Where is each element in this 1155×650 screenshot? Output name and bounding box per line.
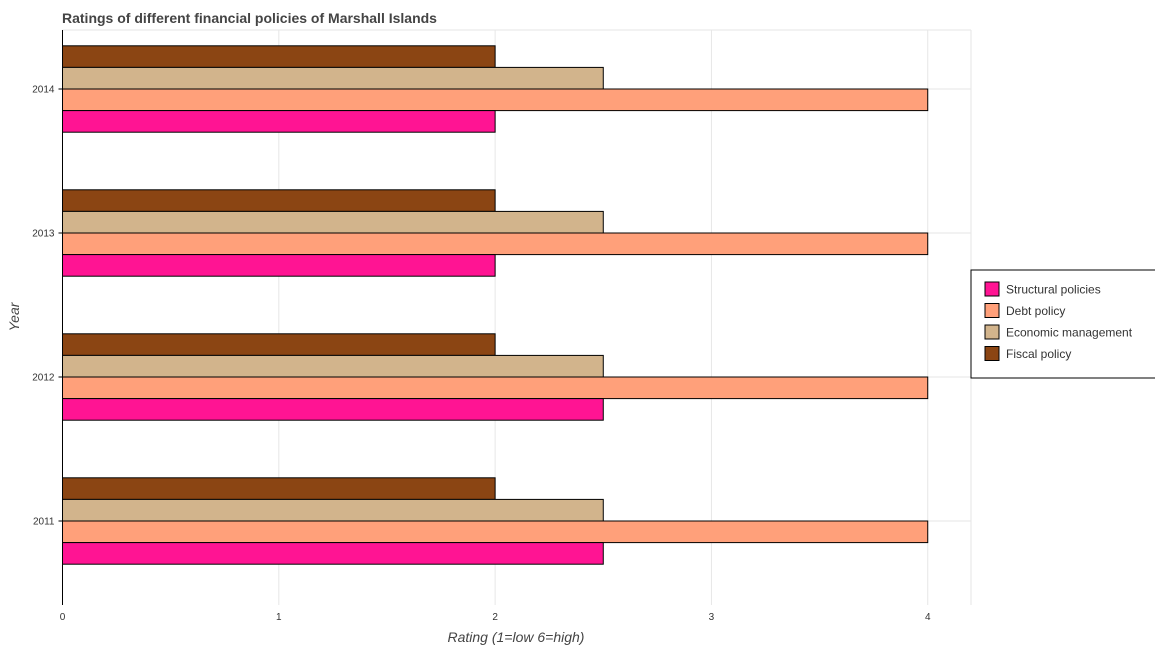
bar <box>62 398 604 421</box>
bar <box>62 520 929 544</box>
legend-label: Fiscal policy <box>1006 347 1071 361</box>
x-tick-label: 1 <box>276 612 282 623</box>
x-tick-label: 0 <box>60 612 66 623</box>
legend-swatch <box>984 281 1000 297</box>
bar <box>62 88 929 112</box>
chart-title: Ratings of different financial policies … <box>62 10 437 26</box>
bar <box>62 189 496 212</box>
bar <box>62 210 604 234</box>
y-tick-label: 2013 <box>32 229 55 240</box>
bar <box>62 477 496 500</box>
x-tick-label: 3 <box>709 612 715 623</box>
bar <box>62 333 496 356</box>
bar <box>62 232 929 256</box>
legend-swatch <box>984 324 1000 340</box>
bar <box>62 110 496 133</box>
bar <box>62 354 604 378</box>
bar <box>62 376 929 400</box>
bar <box>62 498 604 522</box>
x-axis-label: Rating (1=low 6=high) <box>448 629 585 645</box>
x-tick-labels: 0 1 2 3 4 <box>60 612 931 623</box>
bar <box>62 254 496 277</box>
bars <box>62 45 929 565</box>
x-tick-label: 2 <box>492 612 498 623</box>
legend-swatch <box>984 303 1000 318</box>
legend-box <box>970 269 1155 379</box>
bar <box>62 542 604 565</box>
legend-label: Structural policies <box>1006 283 1101 297</box>
y-tick-label: 2011 <box>33 517 55 528</box>
legend-label: Economic management <box>1006 326 1133 340</box>
bar <box>62 45 496 68</box>
bar <box>62 66 604 90</box>
legend-swatch <box>984 346 1000 361</box>
x-tick-label: 4 <box>925 612 931 623</box>
legend-label: Debt policy <box>1006 304 1065 318</box>
y-tick-label: 2012 <box>32 373 55 384</box>
y-tick-labels: 2011 2012 2013 2014 <box>32 85 63 528</box>
y-tick-label: 2014 <box>32 85 55 96</box>
y-axis-label: Year <box>6 301 22 331</box>
legend: Structural policies Debt policy Economic m… <box>970 269 1155 379</box>
